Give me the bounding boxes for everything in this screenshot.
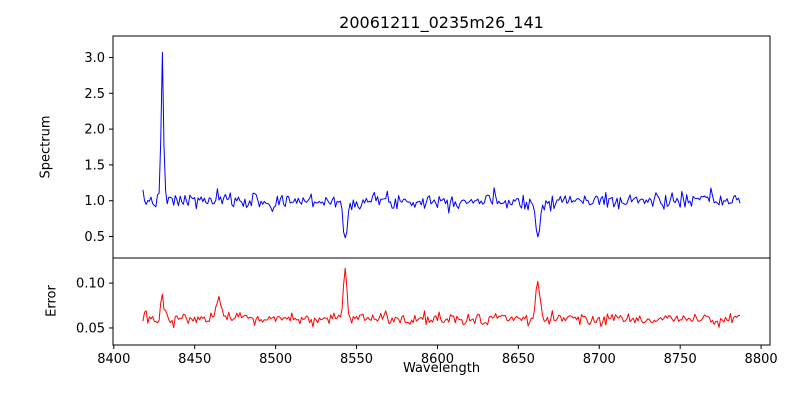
svg-text:0.05: 0.05 bbox=[76, 321, 105, 336]
svg-text:2.5: 2.5 bbox=[84, 87, 105, 102]
svg-text:8700: 8700 bbox=[583, 352, 616, 367]
svg-text:8800: 8800 bbox=[745, 352, 778, 367]
svg-text:8400: 8400 bbox=[97, 352, 130, 367]
x-axis-label: Wavelength bbox=[402, 361, 481, 376]
svg-text:8600: 8600 bbox=[421, 352, 454, 367]
svg-text:0.5: 0.5 bbox=[84, 230, 105, 245]
svg-text:8450: 8450 bbox=[178, 352, 211, 367]
svg-text:1.0: 1.0 bbox=[84, 194, 105, 209]
svg-text:1.5: 1.5 bbox=[84, 158, 105, 173]
svg-text:8500: 8500 bbox=[259, 352, 292, 367]
svg-text:2.0: 2.0 bbox=[84, 123, 105, 138]
svg-text:8750: 8750 bbox=[664, 352, 697, 367]
svg-text:3.0: 3.0 bbox=[84, 51, 105, 66]
svg-text:8550: 8550 bbox=[340, 352, 373, 367]
svg-text:0.10: 0.10 bbox=[76, 277, 105, 292]
chart-title: 20061211_0235m26_141 bbox=[339, 13, 544, 32]
svg-text:8650: 8650 bbox=[502, 352, 535, 367]
